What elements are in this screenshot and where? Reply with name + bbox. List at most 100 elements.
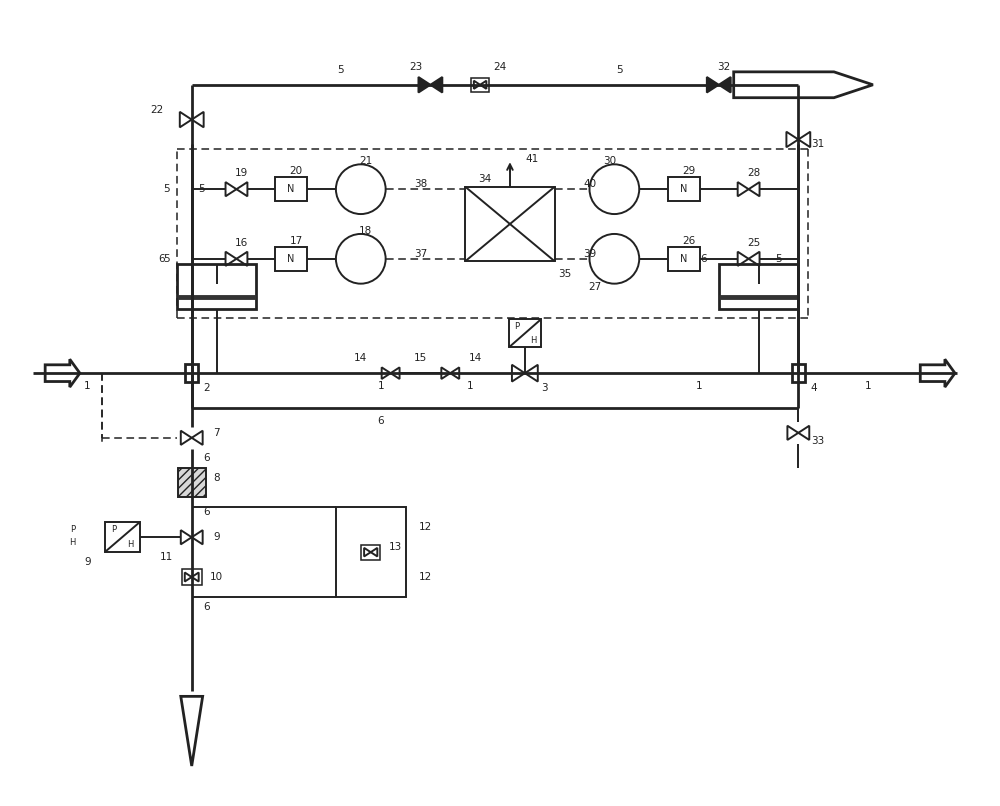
Text: 17: 17 bbox=[290, 236, 303, 246]
Polygon shape bbox=[391, 368, 400, 379]
Polygon shape bbox=[738, 182, 749, 197]
Polygon shape bbox=[474, 81, 480, 89]
Polygon shape bbox=[738, 251, 749, 266]
Text: 3: 3 bbox=[541, 383, 548, 393]
Polygon shape bbox=[236, 182, 247, 197]
Text: 5: 5 bbox=[775, 254, 782, 264]
Text: 16: 16 bbox=[235, 238, 248, 248]
Polygon shape bbox=[45, 359, 80, 387]
Text: 9: 9 bbox=[84, 557, 91, 567]
Bar bbox=[185, 364, 198, 382]
Text: P: P bbox=[111, 526, 116, 534]
Polygon shape bbox=[719, 77, 731, 93]
Text: 6: 6 bbox=[159, 254, 165, 264]
Polygon shape bbox=[236, 251, 247, 266]
Polygon shape bbox=[181, 530, 192, 544]
Text: 14: 14 bbox=[354, 353, 367, 364]
Text: 27: 27 bbox=[588, 281, 601, 292]
Text: 5: 5 bbox=[338, 64, 344, 75]
Text: H: H bbox=[128, 540, 134, 549]
Text: 1: 1 bbox=[377, 381, 384, 391]
Text: 12: 12 bbox=[419, 572, 432, 582]
Text: 26: 26 bbox=[682, 236, 696, 246]
Text: 6: 6 bbox=[377, 416, 384, 426]
Polygon shape bbox=[226, 182, 236, 197]
Polygon shape bbox=[226, 251, 236, 266]
Text: 1: 1 bbox=[696, 381, 702, 391]
Bar bbox=[465, 187, 555, 261]
Polygon shape bbox=[920, 359, 955, 387]
Polygon shape bbox=[430, 77, 442, 93]
Polygon shape bbox=[450, 368, 459, 379]
Polygon shape bbox=[371, 548, 377, 556]
Text: 5: 5 bbox=[198, 185, 205, 194]
Bar bbox=[275, 177, 307, 202]
Polygon shape bbox=[185, 572, 192, 582]
Polygon shape bbox=[749, 182, 760, 197]
Text: 20: 20 bbox=[290, 166, 303, 177]
Text: 25: 25 bbox=[747, 238, 760, 248]
Text: 24: 24 bbox=[493, 62, 507, 72]
Bar bbox=[177, 264, 256, 309]
Text: 6: 6 bbox=[203, 602, 210, 612]
Text: 41: 41 bbox=[525, 155, 538, 164]
Text: 1: 1 bbox=[865, 381, 871, 391]
Text: 18: 18 bbox=[359, 226, 372, 236]
Text: N: N bbox=[287, 254, 295, 264]
Text: 23: 23 bbox=[409, 62, 422, 72]
Polygon shape bbox=[786, 131, 798, 147]
Text: 1: 1 bbox=[84, 381, 91, 391]
Bar bbox=[668, 177, 700, 202]
Text: 6: 6 bbox=[701, 254, 707, 264]
Text: 11: 11 bbox=[160, 552, 173, 562]
Text: N: N bbox=[680, 185, 688, 194]
Text: 5: 5 bbox=[164, 254, 170, 264]
Polygon shape bbox=[798, 426, 809, 440]
Text: 12: 12 bbox=[419, 522, 432, 532]
Text: 15: 15 bbox=[414, 353, 427, 364]
Bar bbox=[182, 569, 202, 585]
Text: 5: 5 bbox=[164, 185, 170, 194]
Text: 30: 30 bbox=[603, 156, 616, 166]
Bar bbox=[336, 508, 406, 597]
Polygon shape bbox=[787, 426, 798, 440]
Text: N: N bbox=[680, 254, 688, 264]
Polygon shape bbox=[480, 81, 486, 89]
Text: 14: 14 bbox=[469, 353, 482, 364]
Text: 29: 29 bbox=[682, 166, 696, 177]
Text: 34: 34 bbox=[478, 174, 492, 185]
Text: 7: 7 bbox=[213, 428, 220, 438]
Text: 22: 22 bbox=[150, 105, 164, 114]
Text: P: P bbox=[514, 322, 519, 331]
Polygon shape bbox=[798, 131, 810, 147]
Text: 28: 28 bbox=[747, 168, 760, 178]
Text: 33: 33 bbox=[812, 436, 825, 446]
Polygon shape bbox=[192, 530, 203, 544]
Text: 8: 8 bbox=[213, 472, 220, 483]
Text: H: H bbox=[69, 538, 76, 546]
Bar bbox=[178, 467, 206, 497]
Polygon shape bbox=[364, 548, 371, 556]
Polygon shape bbox=[707, 77, 719, 93]
Bar bbox=[792, 364, 805, 382]
Bar bbox=[275, 247, 307, 271]
Polygon shape bbox=[512, 365, 525, 381]
Polygon shape bbox=[749, 251, 760, 266]
Polygon shape bbox=[180, 112, 192, 127]
Text: 6: 6 bbox=[203, 508, 210, 517]
Text: 35: 35 bbox=[558, 268, 571, 279]
Text: H: H bbox=[530, 336, 536, 345]
Text: 32: 32 bbox=[717, 62, 730, 72]
Bar bbox=[361, 545, 380, 559]
Text: 9: 9 bbox=[213, 532, 220, 542]
Bar bbox=[719, 264, 798, 309]
Polygon shape bbox=[525, 365, 538, 381]
Bar bbox=[471, 77, 489, 92]
Text: 40: 40 bbox=[583, 179, 596, 189]
Text: 31: 31 bbox=[812, 139, 825, 149]
Polygon shape bbox=[192, 572, 199, 582]
Text: 2: 2 bbox=[203, 383, 210, 393]
Polygon shape bbox=[192, 430, 203, 445]
Polygon shape bbox=[382, 368, 391, 379]
Bar bbox=[105, 522, 140, 552]
